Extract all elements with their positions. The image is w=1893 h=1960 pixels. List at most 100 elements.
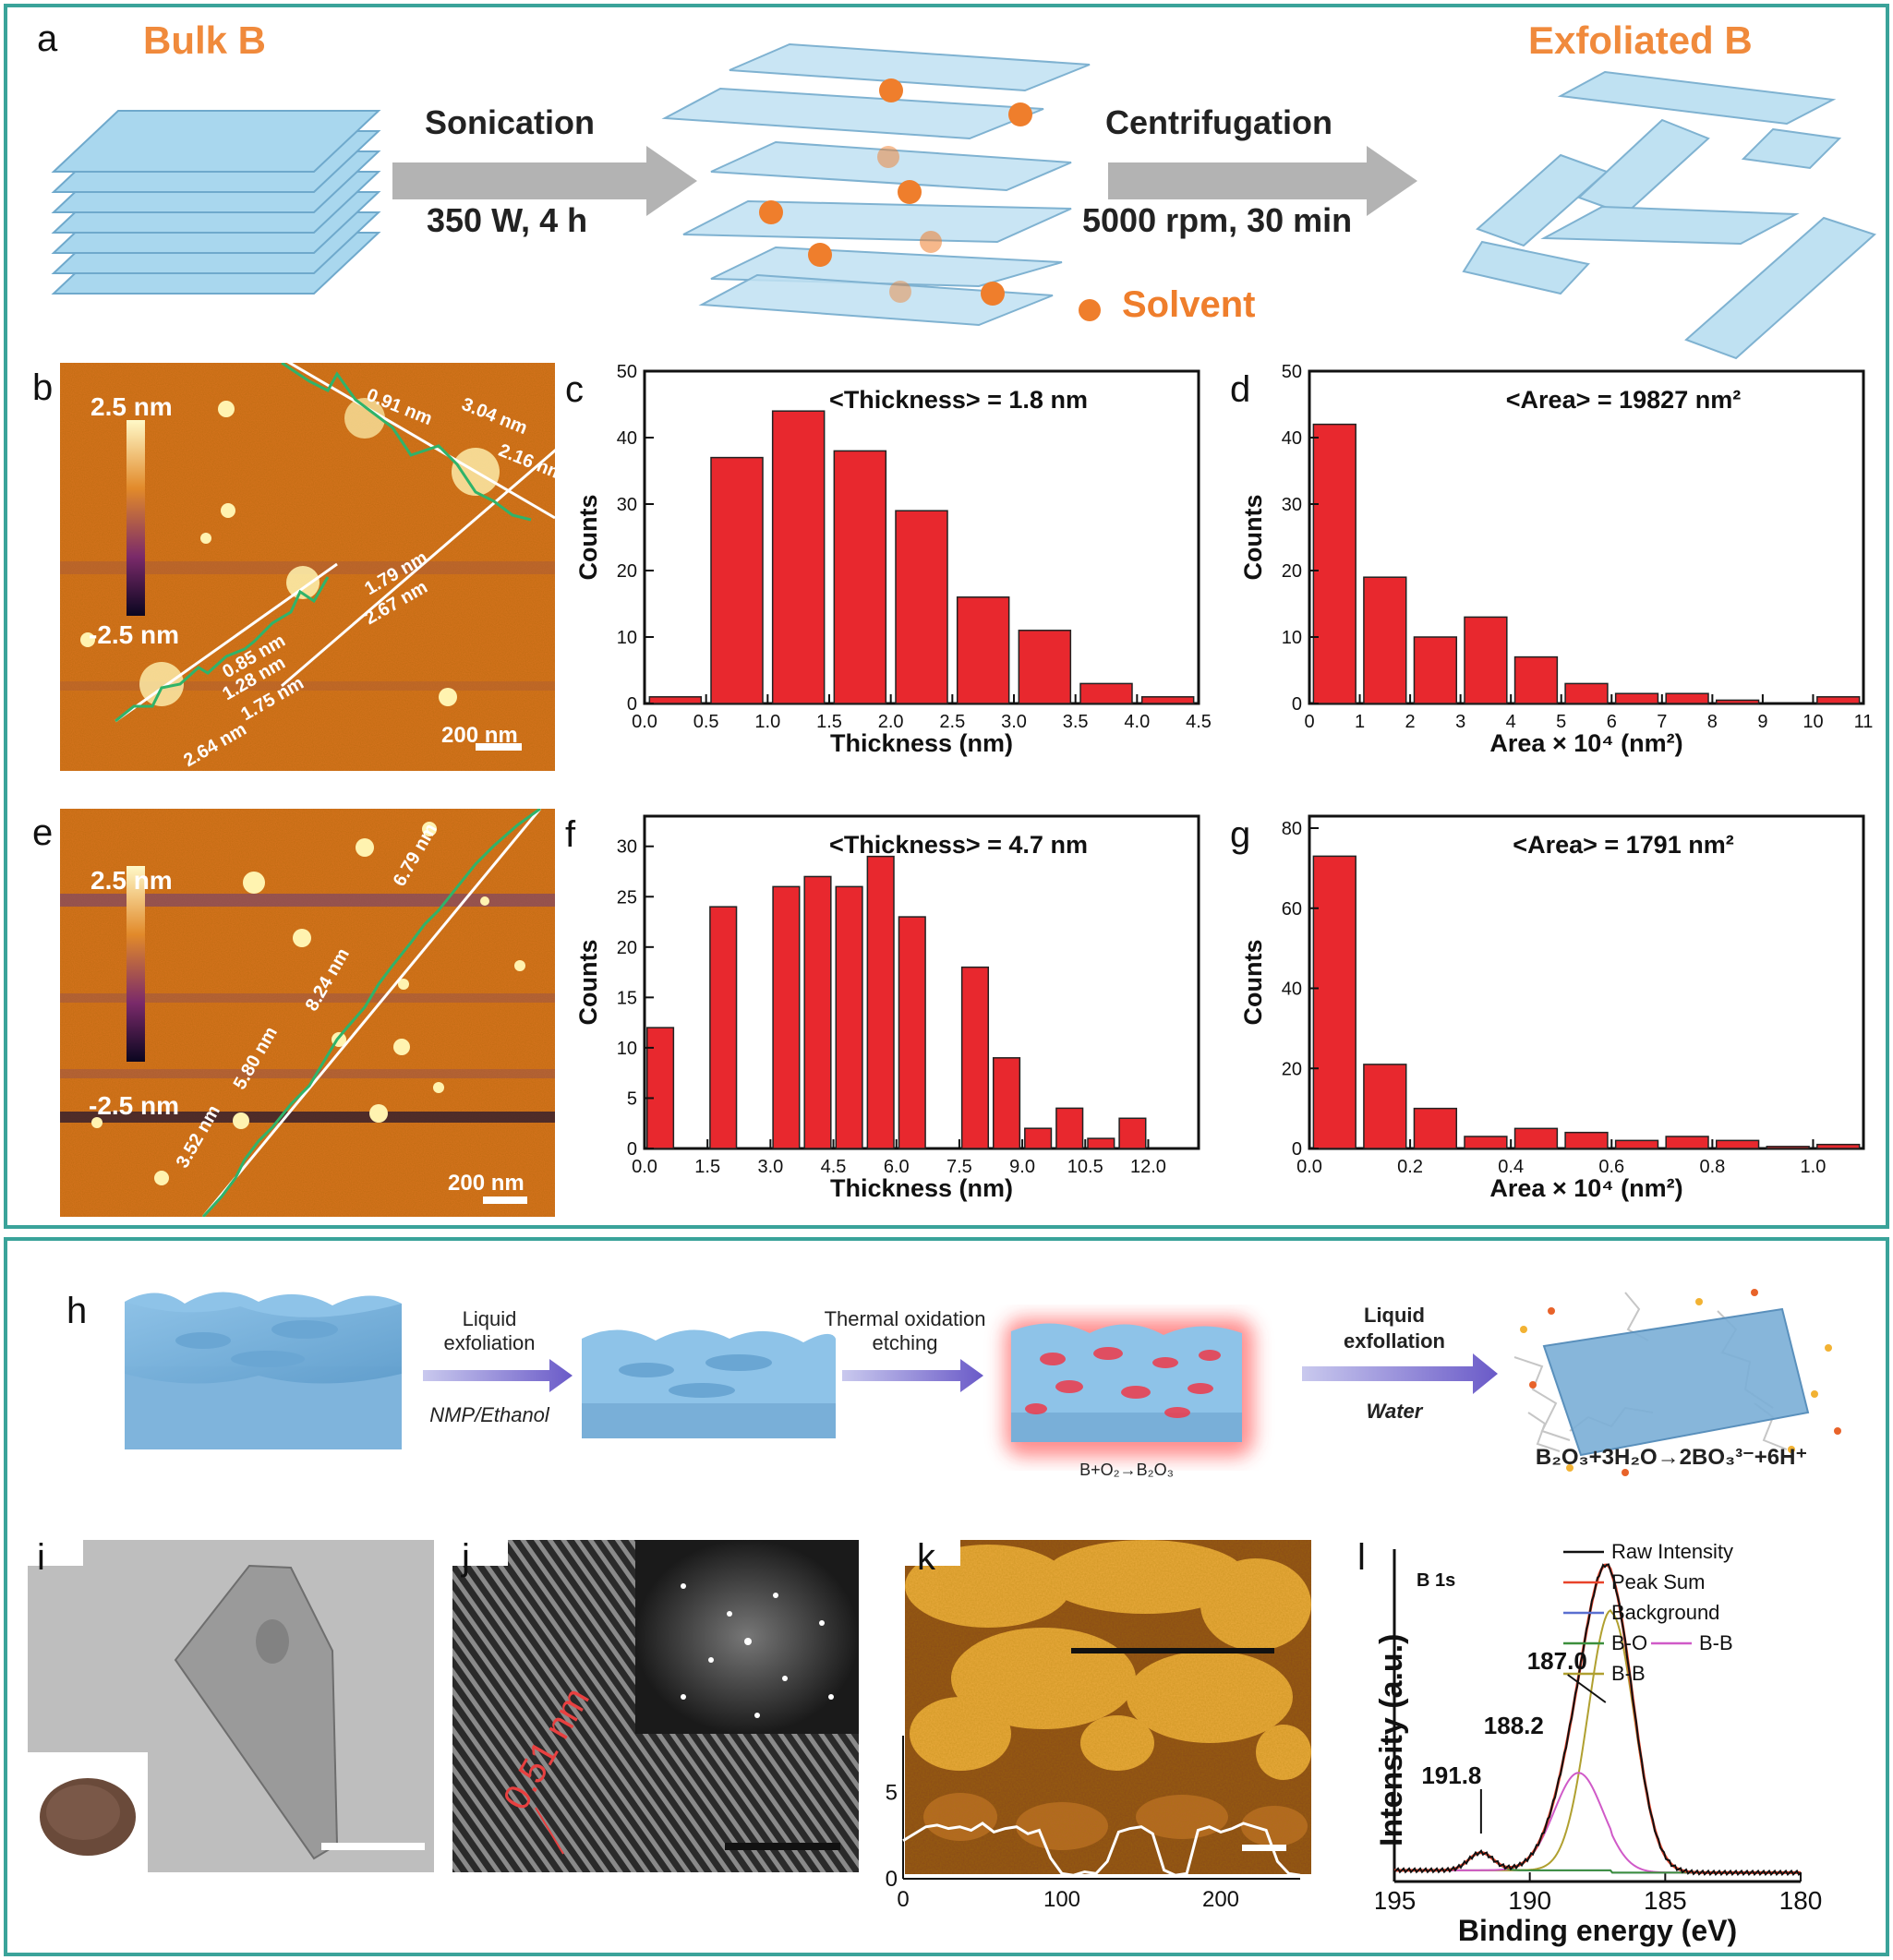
height-profile-line (902, 1822, 1301, 1877)
y-tick-label: 25 (617, 887, 637, 908)
y-tick-label: 60 (1282, 899, 1302, 920)
afm-image-b (60, 363, 555, 771)
afm-b-scalebar-label: 200 nm (441, 723, 518, 748)
histogram-bar (1816, 696, 1861, 704)
raw-intensity-line (1393, 1563, 1802, 1876)
y-tick-label: 0 (886, 1867, 898, 1892)
x-tick-label: 6.0 (884, 1157, 910, 1177)
legend-entry: Peak Sum (1611, 1570, 1706, 1593)
y-tick-label: 5 (627, 1088, 637, 1109)
histogram-bar (1079, 682, 1133, 704)
histogram-bar (1614, 1139, 1659, 1149)
x-tick-label: 9 (1757, 712, 1767, 732)
y-tick-label: 15 (617, 988, 637, 1008)
x-tick-label: 6 (1607, 712, 1617, 732)
scalebar-j (725, 1843, 840, 1850)
histogram-bar (833, 450, 887, 704)
exfoliated-b-label: Exfoliated B (1528, 18, 1753, 62)
histogram-bar (1766, 1146, 1810, 1149)
bulk-b-stack (51, 110, 381, 295)
exfoliated-sheets (1462, 70, 1876, 360)
peak-annotation: 188.2 (1484, 1712, 1544, 1739)
histogram-bar (1024, 1127, 1053, 1149)
y-tick-label: 20 (617, 561, 637, 582)
x-tick-label: 4 (1506, 712, 1516, 732)
histogram-bar (1564, 682, 1609, 704)
histogram-bar (895, 510, 948, 704)
x-tick-label: 1 (1355, 712, 1365, 732)
y-axis-label: Counts (574, 940, 602, 1026)
x-tick-label: 1.5 (816, 712, 842, 732)
legend-entry: Raw Intensity (1611, 1540, 1733, 1563)
histogram-bar (1363, 576, 1407, 704)
fit-component-line (1394, 1608, 1801, 1874)
schematic-h (125, 1289, 1841, 1476)
histogram-bar (1464, 1136, 1508, 1149)
y-axis-label: Counts (1239, 495, 1267, 581)
histogram-bar (1715, 699, 1760, 704)
histogram-bar (1413, 1107, 1458, 1149)
histogram-bar (866, 855, 895, 1149)
chart-title: <Area> = 19827 nm² (1506, 386, 1741, 414)
chart-title: B 1s (1417, 1570, 1455, 1591)
y-tick-label: 80 (1282, 819, 1302, 839)
afm-e-scale-bottom: -2.5 nm (89, 1091, 180, 1120)
histogram-f: 0.0 1.5 3.0 4.5 6.0 7.5 9.0 10.5 12.0 0 5 10 15 20 25 3… (574, 814, 1200, 1202)
legend-entry: B-O (1611, 1631, 1647, 1654)
y-tick-label: 30 (617, 837, 637, 858)
panel-label-d: d (1230, 369, 1251, 410)
afm-image-k (905, 1540, 1311, 1874)
histogram-bar (1464, 616, 1508, 704)
x-tick-label: 0.0 (632, 712, 657, 732)
sonication-conditions: 350 W, 4 h (427, 201, 588, 239)
x-tick-label: 2 (1405, 712, 1416, 732)
arrow-h-3 (1302, 1353, 1498, 1394)
x-tick-label: 0.4 (1498, 1157, 1524, 1177)
x-tick-label: 0.2 (1397, 1157, 1423, 1177)
reaction-dissolution: B₂O₃+3H₂O→2BO₃³⁻+6H⁺ (1535, 1445, 1808, 1470)
histogram-bar (1816, 1143, 1861, 1149)
histogram-bar (1312, 855, 1356, 1149)
y-tick-label: 10 (617, 1039, 637, 1059)
boron-bulk-block (125, 1292, 402, 1449)
legend-entry: B-B (1611, 1662, 1646, 1685)
x-tick-label: 3 (1455, 712, 1465, 732)
histogram-bar (1715, 1139, 1760, 1149)
step1-solvent: NMP/Ethanol (429, 1403, 549, 1426)
panel-label-e: e (32, 812, 54, 853)
x-tick-label: 195 (1376, 1886, 1416, 1915)
chart-title: <Area> = 1791 nm² (1513, 831, 1733, 859)
y-tick-label: 20 (617, 938, 637, 958)
x-tick-label: 2.5 (939, 712, 965, 732)
histogram-bar (1665, 692, 1709, 704)
x-tick-label: 4.5 (821, 1157, 847, 1177)
chart-title: <Thickness> = 4.7 nm (829, 831, 1088, 859)
step2-label-line1: Thermal oxidation (824, 1307, 986, 1330)
color-scale-bar-e (127, 866, 145, 1062)
x-tick-label: 3.0 (1001, 712, 1027, 732)
x-axis-label: Thickness (nm) (830, 1174, 1013, 1202)
histogram-bar (1018, 630, 1072, 704)
x-tick-label: 4.5 (1186, 712, 1212, 732)
peak-sum-line (1394, 1563, 1801, 1874)
bulk-b-label: Bulk B (143, 18, 267, 62)
panel-label-j: j (462, 1537, 470, 1578)
sonication-arrow (392, 146, 697, 216)
legend-entry: Background (1611, 1601, 1719, 1624)
y-tick-label: 0 (1292, 694, 1302, 715)
histogram-g: 0.0 0.2 0.4 0.6 0.8 1.0 0 20 40 60 80 <Area> = 1791… (1239, 814, 1865, 1202)
x-tick-label: 7.5 (946, 1157, 972, 1177)
panel-label-f: f (565, 814, 576, 855)
x-axis-label: Thickness (nm) (830, 729, 1013, 757)
x-tick-label: 0.6 (1598, 1157, 1624, 1177)
annotation-arrow (1567, 1674, 1607, 1703)
solvent-label: Solvent (1122, 284, 1256, 325)
histogram-bar (1087, 1137, 1115, 1149)
histogram-bar (1614, 692, 1659, 704)
x-tick-label: 0 (1304, 712, 1314, 732)
histogram-bar (772, 885, 801, 1149)
color-scale-bar-b (127, 420, 145, 616)
panel-label-i: i (37, 1537, 45, 1578)
reaction-oxidation: B+O₂→B₂O₃ (1079, 1461, 1174, 1479)
scalebar-e (483, 1196, 527, 1204)
